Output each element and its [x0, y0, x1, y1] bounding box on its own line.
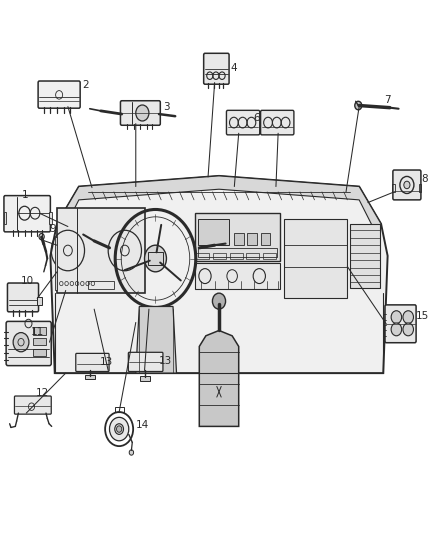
Text: 15: 15	[416, 311, 429, 320]
Bar	[57, 208, 145, 293]
Bar	[419, 184, 421, 192]
Bar	[88, 281, 114, 289]
Bar	[195, 263, 280, 289]
Circle shape	[145, 245, 166, 272]
FancyBboxPatch shape	[128, 352, 163, 372]
Bar	[198, 219, 229, 245]
Text: 11: 11	[31, 327, 44, 336]
Circle shape	[212, 293, 226, 309]
Bar	[213, 253, 226, 259]
Text: 7: 7	[385, 95, 391, 105]
Circle shape	[404, 181, 410, 189]
Text: 14: 14	[136, 421, 149, 430]
Bar	[33, 327, 46, 335]
Text: 4: 4	[231, 63, 237, 73]
Bar	[196, 253, 209, 259]
Bar	[230, 253, 243, 259]
Bar	[115, 407, 124, 412]
Text: 2: 2	[82, 80, 89, 90]
Bar	[246, 253, 259, 259]
Text: 10: 10	[21, 277, 34, 286]
FancyBboxPatch shape	[14, 396, 51, 414]
Bar	[392, 184, 395, 192]
Circle shape	[115, 424, 124, 434]
Circle shape	[403, 323, 413, 336]
Bar	[261, 233, 270, 245]
Text: 13: 13	[159, 357, 172, 366]
Bar	[33, 349, 46, 356]
FancyBboxPatch shape	[204, 53, 229, 84]
Text: 9: 9	[49, 224, 56, 234]
Polygon shape	[199, 330, 239, 426]
Bar	[4, 212, 6, 224]
Circle shape	[117, 426, 122, 432]
Bar	[33, 338, 46, 345]
Circle shape	[129, 450, 134, 455]
Text: 8: 8	[421, 174, 428, 183]
Text: 13: 13	[100, 358, 113, 367]
Circle shape	[403, 311, 413, 324]
Bar	[350, 224, 380, 288]
Bar	[85, 375, 95, 379]
Polygon shape	[50, 176, 388, 373]
Bar	[284, 219, 347, 298]
Text: 6: 6	[253, 114, 260, 123]
FancyBboxPatch shape	[120, 101, 160, 125]
Bar	[195, 213, 280, 261]
Circle shape	[391, 323, 402, 336]
FancyBboxPatch shape	[226, 110, 260, 135]
Bar	[49, 212, 52, 224]
Bar	[148, 252, 163, 265]
FancyBboxPatch shape	[7, 283, 39, 312]
FancyBboxPatch shape	[393, 170, 421, 200]
Bar	[263, 253, 276, 259]
Bar	[140, 376, 150, 381]
Circle shape	[110, 417, 129, 441]
FancyBboxPatch shape	[76, 353, 109, 372]
Circle shape	[13, 333, 29, 352]
Text: 1: 1	[22, 190, 28, 199]
Bar	[234, 233, 244, 245]
Circle shape	[136, 105, 149, 121]
Bar	[247, 233, 257, 245]
Circle shape	[391, 311, 402, 324]
Bar	[55, 237, 57, 290]
FancyBboxPatch shape	[385, 305, 416, 343]
Bar	[37, 297, 42, 305]
Circle shape	[355, 101, 362, 110]
Polygon shape	[136, 306, 177, 373]
Text: 12: 12	[36, 389, 49, 398]
Circle shape	[39, 233, 44, 240]
FancyBboxPatch shape	[4, 196, 50, 232]
FancyBboxPatch shape	[6, 321, 51, 366]
Text: 3: 3	[163, 102, 170, 111]
Bar	[198, 248, 277, 257]
FancyBboxPatch shape	[261, 110, 294, 135]
FancyBboxPatch shape	[38, 81, 80, 108]
Polygon shape	[57, 176, 381, 235]
